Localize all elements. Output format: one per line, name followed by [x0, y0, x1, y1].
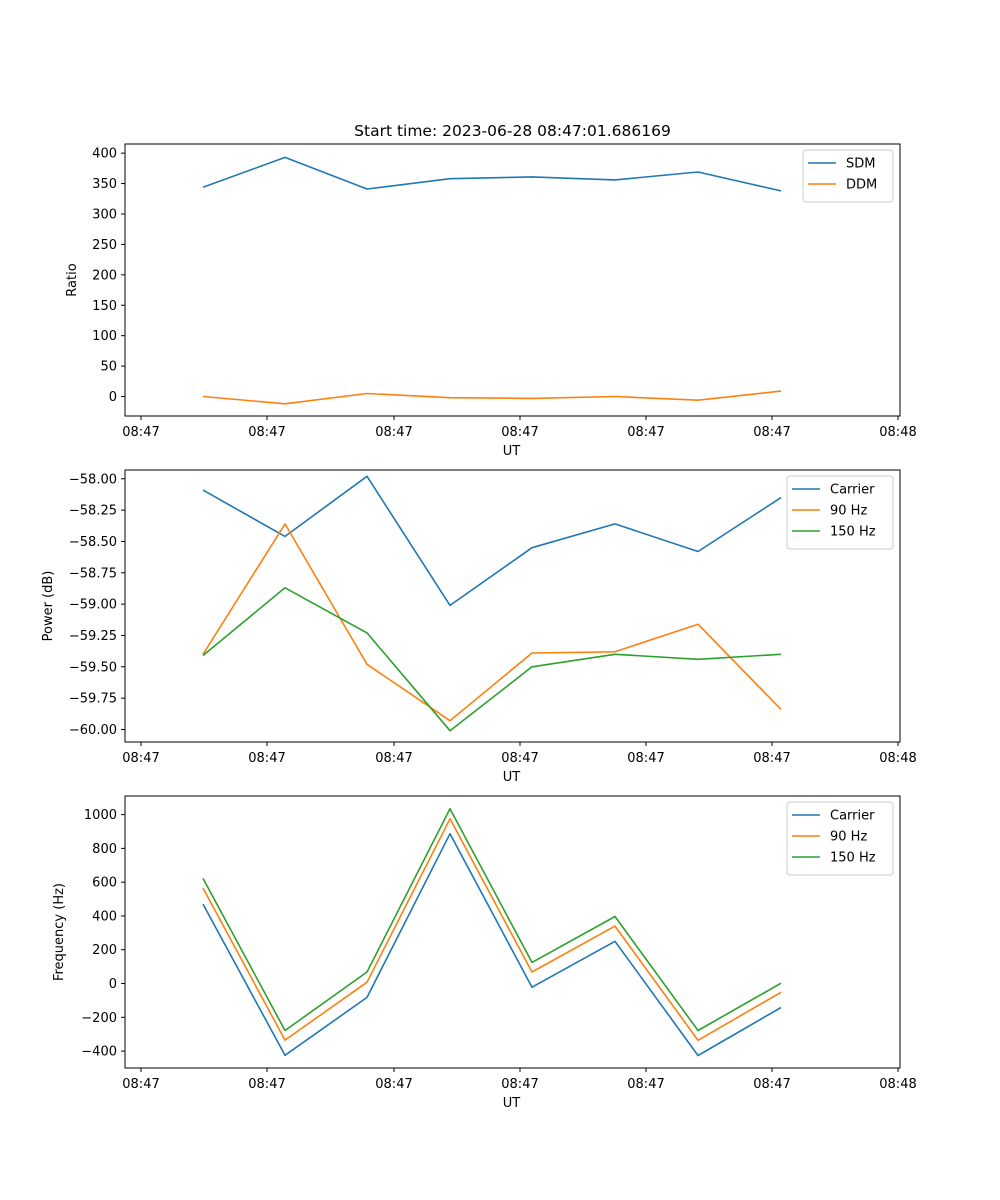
x-axis-label: UT — [503, 770, 521, 785]
series-line-150-hz — [202, 807, 782, 1032]
x-tick-label: 08:47 — [248, 425, 285, 440]
legend-label: DDM — [846, 178, 877, 193]
x-tick-label: 08:47 — [248, 751, 285, 766]
x-tick-label: 08:47 — [627, 425, 664, 440]
y-tick-label: 1000 — [84, 808, 117, 823]
x-tick-label: 08:47 — [375, 1077, 412, 1092]
y-tick-label: 350 — [92, 177, 117, 192]
series-line-90-hz — [202, 523, 782, 722]
legend-label: 150 Hz — [830, 525, 876, 540]
chart-panel-3: −400 −200 0 200 400 600 800 1000 08:47 08:47 08:47… — [52, 795, 917, 1111]
legend-label: 90 Hz — [830, 504, 867, 519]
plot-area-frame — [124, 143, 901, 417]
series-line-sdm — [202, 156, 782, 192]
y-axis-label: Frequency (Hz) — [52, 883, 67, 981]
chart-title: Start time: 2023-06-28 08:47:01.686169 — [354, 122, 671, 140]
series-line-90-hz — [202, 817, 782, 1042]
x-tick-label: 08:47 — [753, 1077, 790, 1092]
y-tick-label: −59.00 — [69, 598, 117, 613]
x-axis-label: UT — [503, 1096, 521, 1111]
x-tick-label: 08:47 — [501, 1077, 538, 1092]
y-tick-label: 0 — [109, 977, 117, 992]
y-tick-label: 600 — [92, 876, 117, 891]
series-line-150-hz — [202, 586, 782, 732]
y-tick-label: 250 — [92, 238, 117, 253]
y-axis-label: Ratio — [65, 263, 80, 296]
legend-label: 90 Hz — [830, 830, 867, 845]
x-tick-label: 08:47 — [375, 751, 412, 766]
x-axis-label: UT — [503, 444, 521, 459]
legend-label: SDM — [846, 157, 875, 172]
y-tick-label: −59.50 — [69, 660, 117, 675]
plot-area-frame — [124, 469, 901, 743]
chart-panel-2: −60.00 −59.75 −59.50 −59.25 −59.00 −58.75 −58.… — [41, 469, 917, 785]
x-tick-label: 08:47 — [627, 1077, 664, 1092]
y-tick-label: 150 — [92, 299, 117, 314]
x-tick-label: 08:48 — [879, 751, 916, 766]
y-tick-label: 100 — [92, 329, 117, 344]
y-tick-label: 400 — [92, 909, 117, 924]
x-tick-label: 08:48 — [879, 1077, 916, 1092]
legend-label: 150 Hz — [830, 851, 876, 866]
y-tick-label: −59.75 — [69, 692, 117, 707]
y-tick-label: 0 — [109, 390, 117, 405]
y-tick-label: 50 — [100, 360, 117, 375]
x-tick-label: 08:47 — [122, 751, 159, 766]
y-tick-label: 400 — [92, 147, 117, 162]
x-tick-label: 08:47 — [753, 751, 790, 766]
x-tick-label: 08:47 — [501, 751, 538, 766]
x-tick-label: 08:47 — [375, 425, 412, 440]
y-tick-label: −58.75 — [69, 566, 117, 581]
legend-label: Carrier — [830, 809, 875, 824]
series-line-carrier — [202, 475, 782, 607]
y-tick-label: −58.25 — [69, 504, 117, 519]
x-tick-label: 08:48 — [879, 425, 916, 440]
y-tick-label: 200 — [92, 268, 117, 283]
legend-label: Carrier — [830, 483, 875, 498]
x-tick-label: 08:47 — [501, 425, 538, 440]
series-line-ddm — [202, 390, 782, 405]
series-line-carrier — [202, 832, 782, 1057]
y-tick-label: 200 — [92, 943, 117, 958]
plot-area-frame — [124, 795, 901, 1069]
y-tick-label: 800 — [92, 842, 117, 857]
y-tick-label: 300 — [92, 207, 117, 222]
x-tick-label: 08:47 — [627, 751, 664, 766]
x-tick-label: 08:47 — [248, 1077, 285, 1092]
x-tick-label: 08:47 — [753, 425, 790, 440]
chart-panel-1: Start time: 2023-06-28 08:47:01.686169 0 5… — [65, 122, 917, 459]
y-tick-label: −200 — [81, 1011, 117, 1026]
y-tick-label: −58.50 — [69, 535, 117, 550]
y-tick-label: −58.00 — [69, 472, 117, 487]
y-tick-label: −59.25 — [69, 629, 117, 644]
y-tick-label: −400 — [81, 1045, 117, 1060]
x-tick-label: 08:47 — [122, 1077, 159, 1092]
x-tick-label: 08:47 — [122, 425, 159, 440]
y-tick-label: −60.00 — [69, 723, 117, 738]
y-axis-label: Power (dB) — [41, 571, 56, 642]
